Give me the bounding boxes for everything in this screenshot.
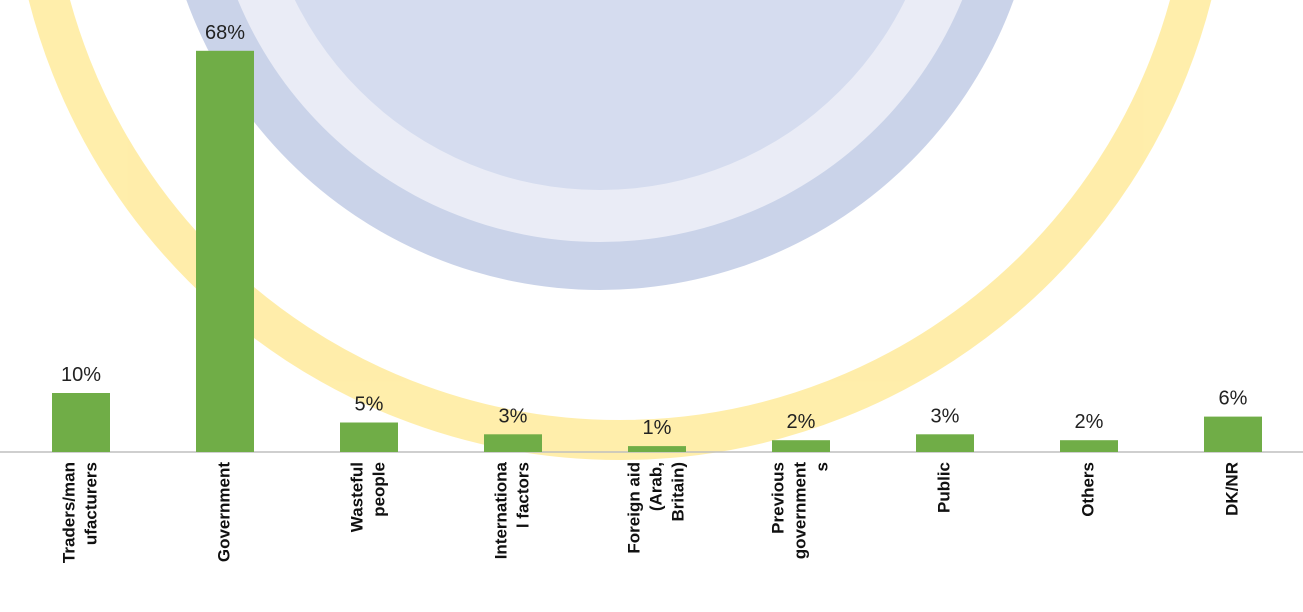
bar [772,440,830,452]
x-tick-label: l factors [513,462,532,528]
value-label: 6% [1219,388,1248,410]
bar [484,434,542,452]
x-tick-label: people [369,462,388,517]
bar [196,50,254,453]
value-label: 10% [61,364,101,386]
value-label: 5% [355,394,384,416]
bar [916,434,974,452]
value-label: 2% [1075,411,1104,433]
x-tick-label: (Arab, [646,462,665,511]
x-tick-label: s [812,462,831,471]
x-tick-label: Traders/man [59,462,78,563]
x-tick-label: Internationa [491,461,510,559]
bar [628,446,686,452]
x-tick-label: Public [934,462,953,513]
x-tick-label: Wasteful [347,462,366,532]
x-tick-label: Government [214,462,233,562]
x-tick-label: DK/NR [1222,462,1241,516]
bar [340,422,398,452]
watermark [28,0,1212,460]
value-label: 68% [205,22,245,44]
x-tick-label: government [790,462,809,560]
x-tick-label: Others [1078,462,1097,517]
x-tick-label: Previous [768,462,787,534]
watermark-ring [28,0,1212,460]
watermark-disk [294,0,906,190]
value-label: 2% [787,411,816,433]
bar [52,393,110,452]
x-tick-label: ufacturers [81,462,100,545]
bar [1060,440,1118,452]
bar [1204,416,1262,452]
x-tick-label: Foreign aid [624,462,643,554]
value-label: 3% [931,405,960,427]
value-label: 1% [643,417,672,439]
x-tick-label: Britain) [668,462,687,522]
value-label: 3% [499,405,528,427]
